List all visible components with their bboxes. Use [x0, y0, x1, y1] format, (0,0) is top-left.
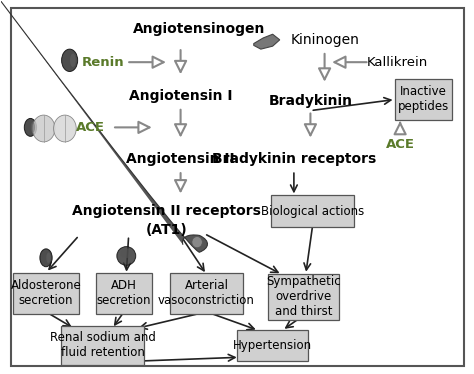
Text: Angiotensinogen: Angiotensinogen — [133, 22, 265, 36]
Text: Kininogen: Kininogen — [290, 33, 359, 47]
Text: Bradykinin: Bradykinin — [268, 94, 353, 108]
Polygon shape — [254, 34, 280, 49]
Text: Inactive
peptides: Inactive peptides — [398, 85, 449, 113]
Ellipse shape — [40, 249, 52, 267]
Text: Angiotensin I: Angiotensin I — [129, 89, 232, 103]
Text: Angiotensin II receptors: Angiotensin II receptors — [72, 204, 261, 218]
FancyBboxPatch shape — [96, 273, 152, 314]
Text: Aldosterone
secretion: Aldosterone secretion — [10, 279, 82, 307]
Text: ACE: ACE — [76, 121, 105, 134]
Ellipse shape — [46, 252, 51, 263]
Text: ACE: ACE — [386, 138, 415, 151]
FancyBboxPatch shape — [268, 274, 339, 320]
Text: Kallikrein: Kallikrein — [367, 56, 428, 69]
Ellipse shape — [62, 49, 78, 71]
Ellipse shape — [117, 246, 136, 265]
FancyBboxPatch shape — [13, 273, 79, 314]
Text: Bradykinin receptors: Bradykinin receptors — [212, 152, 376, 166]
Ellipse shape — [192, 237, 202, 248]
Text: Hypertension: Hypertension — [233, 339, 312, 352]
FancyBboxPatch shape — [395, 79, 452, 120]
Ellipse shape — [54, 115, 76, 142]
Text: Renin: Renin — [82, 56, 124, 69]
Text: Arterial
vasoconstriction: Arterial vasoconstriction — [158, 279, 255, 307]
Ellipse shape — [70, 53, 76, 67]
Text: Sympathetic
overdrive
and thirst: Sympathetic overdrive and thirst — [266, 275, 341, 318]
Ellipse shape — [120, 249, 132, 258]
Text: ADH
secretion: ADH secretion — [97, 279, 151, 307]
Ellipse shape — [31, 122, 35, 133]
Text: Renal sodium and
fluid retention: Renal sodium and fluid retention — [50, 331, 155, 359]
Text: Angiotensin II: Angiotensin II — [126, 152, 235, 166]
FancyBboxPatch shape — [170, 273, 243, 314]
Text: Biological actions: Biological actions — [261, 205, 365, 218]
FancyBboxPatch shape — [272, 195, 354, 227]
FancyBboxPatch shape — [237, 329, 308, 361]
FancyBboxPatch shape — [61, 326, 144, 365]
Ellipse shape — [24, 119, 36, 137]
PathPatch shape — [0, 235, 208, 374]
FancyBboxPatch shape — [10, 8, 464, 366]
Text: (AT1): (AT1) — [146, 223, 187, 237]
Ellipse shape — [32, 115, 55, 142]
